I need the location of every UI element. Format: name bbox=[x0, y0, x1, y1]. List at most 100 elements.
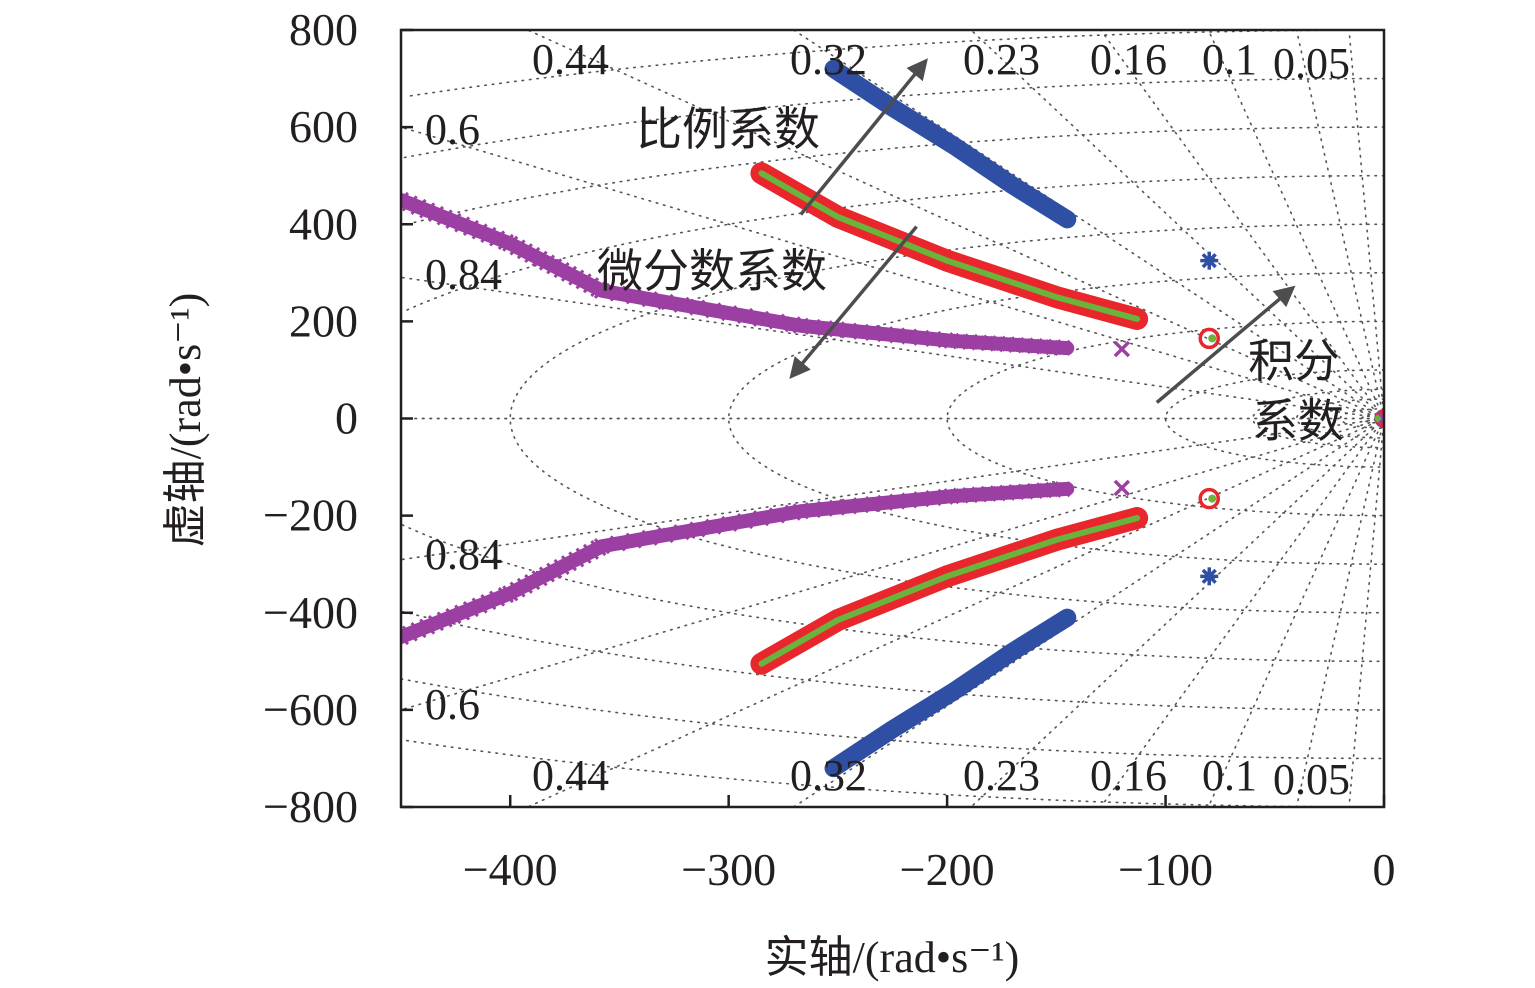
s-plane-grid bbox=[401, 30, 1384, 807]
x-marker bbox=[410, 621, 427, 639]
x-marker bbox=[609, 535, 626, 552]
x-marker bbox=[768, 507, 785, 524]
x-marker bbox=[593, 538, 611, 555]
damping-label: 0.1 bbox=[1202, 751, 1257, 800]
x-marker bbox=[454, 216, 471, 233]
annotation-integral-2: 系数 bbox=[1252, 396, 1344, 447]
x-marker bbox=[673, 296, 690, 313]
x-marker bbox=[401, 195, 418, 212]
x-marker bbox=[752, 510, 770, 527]
x-tick-label: −300 bbox=[681, 844, 776, 895]
y-tick-label: −600 bbox=[263, 684, 358, 735]
damping-label: 0.44 bbox=[532, 751, 609, 800]
x-tick-label: −200 bbox=[900, 844, 995, 895]
x-tick-label: −400 bbox=[463, 844, 558, 895]
natural-frequency-curve bbox=[946, 320, 1384, 517]
x-marker bbox=[1113, 340, 1131, 358]
damping-label: 0.05 bbox=[1273, 39, 1350, 88]
damping-line bbox=[792, 30, 1384, 420]
x-marker bbox=[471, 223, 488, 240]
y-tick-label: 200 bbox=[289, 295, 358, 346]
y-tick-label: −400 bbox=[263, 587, 358, 638]
locus-branch-asterisk bbox=[824, 608, 1077, 778]
dot-marker bbox=[1208, 334, 1217, 343]
natural-frequency-curve bbox=[401, 126, 1384, 227]
x-marker bbox=[937, 488, 954, 505]
natural-frequency-curve bbox=[401, 524, 1384, 663]
x-marker bbox=[641, 291, 658, 308]
damping-label: 0.16 bbox=[1090, 751, 1167, 800]
x-marker bbox=[480, 594, 497, 611]
circle-marker bbox=[1198, 487, 1220, 510]
y-axis-label: 虚轴/(rad•s⁻¹) bbox=[161, 293, 210, 548]
x-marker bbox=[689, 521, 706, 538]
origin-marker bbox=[1376, 411, 1384, 426]
x-marker bbox=[445, 212, 462, 230]
locus-branch-dot bbox=[758, 515, 1141, 667]
locus-series bbox=[401, 59, 1384, 778]
natural-frequency-curve bbox=[1164, 369, 1384, 468]
x-marker bbox=[471, 597, 488, 614]
asterisk-marker bbox=[1201, 568, 1217, 584]
natural-frequency-curve bbox=[1295, 398, 1384, 439]
x-marker bbox=[641, 529, 658, 546]
damping-line bbox=[970, 30, 1384, 420]
annotation-derivative: 微分数系数 bbox=[597, 246, 827, 297]
natural-frequency-curve bbox=[1339, 407, 1384, 430]
damping-label: 0.32 bbox=[790, 751, 867, 800]
x-marker bbox=[721, 305, 738, 322]
plot-frame bbox=[399, 28, 1386, 809]
x-marker bbox=[436, 611, 453, 628]
x-marker bbox=[445, 607, 462, 625]
x-marker bbox=[410, 198, 427, 216]
damping-label: 0.84 bbox=[425, 250, 502, 299]
y-tick-label: 0 bbox=[335, 393, 358, 444]
damping-line bbox=[401, 417, 1384, 561]
x-tick-label: −100 bbox=[1118, 844, 1213, 895]
natural-frequency-curve bbox=[401, 678, 1384, 760]
x-marker bbox=[721, 515, 738, 532]
x-marker bbox=[705, 518, 722, 535]
x-marker bbox=[454, 604, 471, 621]
damping-line bbox=[970, 417, 1384, 807]
x-marker bbox=[462, 219, 479, 237]
x-marker bbox=[427, 205, 445, 223]
damping-label: 0.44 bbox=[532, 35, 609, 84]
y-tick-label: 600 bbox=[289, 101, 358, 152]
annotation-proportional: 比例系数 bbox=[636, 104, 820, 155]
x-marker bbox=[462, 600, 479, 618]
x-marker bbox=[427, 614, 445, 632]
damping-label: 0.6 bbox=[425, 105, 480, 154]
x-marker bbox=[768, 313, 785, 330]
x-marker bbox=[436, 209, 453, 226]
annotation-arrow bbox=[1155, 285, 1296, 404]
x-marker bbox=[497, 233, 514, 250]
annotation-arrow bbox=[789, 225, 918, 379]
circle-marker bbox=[1198, 327, 1220, 350]
x-marker bbox=[705, 302, 722, 319]
x-axis-label: 实轴/(rad•s⁻¹) bbox=[765, 933, 1020, 982]
locus-branch-circle bbox=[750, 507, 1149, 675]
x-marker bbox=[497, 587, 514, 604]
x-marker bbox=[401, 628, 410, 646]
damping-line bbox=[1099, 30, 1384, 420]
y-tick-label: −200 bbox=[263, 490, 358, 541]
annotation-arrow bbox=[799, 58, 928, 216]
x-marker bbox=[625, 288, 642, 305]
x-marker bbox=[937, 332, 954, 349]
damping-line bbox=[1348, 30, 1384, 420]
x-marker bbox=[673, 524, 690, 541]
damping-label: 0.6 bbox=[425, 680, 480, 729]
damping-label: 0.84 bbox=[425, 530, 502, 579]
damping-line bbox=[401, 126, 1384, 420]
locus-branch-asterisk bbox=[824, 59, 1077, 229]
x-marker bbox=[689, 299, 706, 316]
damping-label: 0.16 bbox=[1090, 35, 1167, 84]
damping-line bbox=[401, 417, 1384, 711]
damping-line bbox=[1295, 417, 1384, 807]
x-marker bbox=[1054, 481, 1071, 498]
x-marker bbox=[593, 282, 611, 299]
x-marker bbox=[657, 526, 674, 544]
x-marker bbox=[657, 293, 674, 311]
damping-line bbox=[401, 276, 1384, 420]
